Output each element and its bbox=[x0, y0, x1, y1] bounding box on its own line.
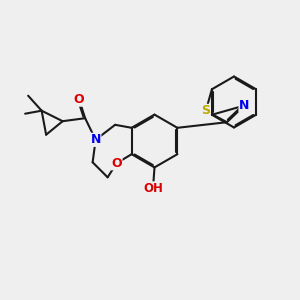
Text: N: N bbox=[90, 133, 101, 146]
Text: O: O bbox=[74, 93, 84, 106]
Text: O: O bbox=[111, 157, 122, 170]
Text: S: S bbox=[201, 104, 210, 117]
Text: OH: OH bbox=[143, 182, 163, 195]
Text: N: N bbox=[239, 99, 249, 112]
